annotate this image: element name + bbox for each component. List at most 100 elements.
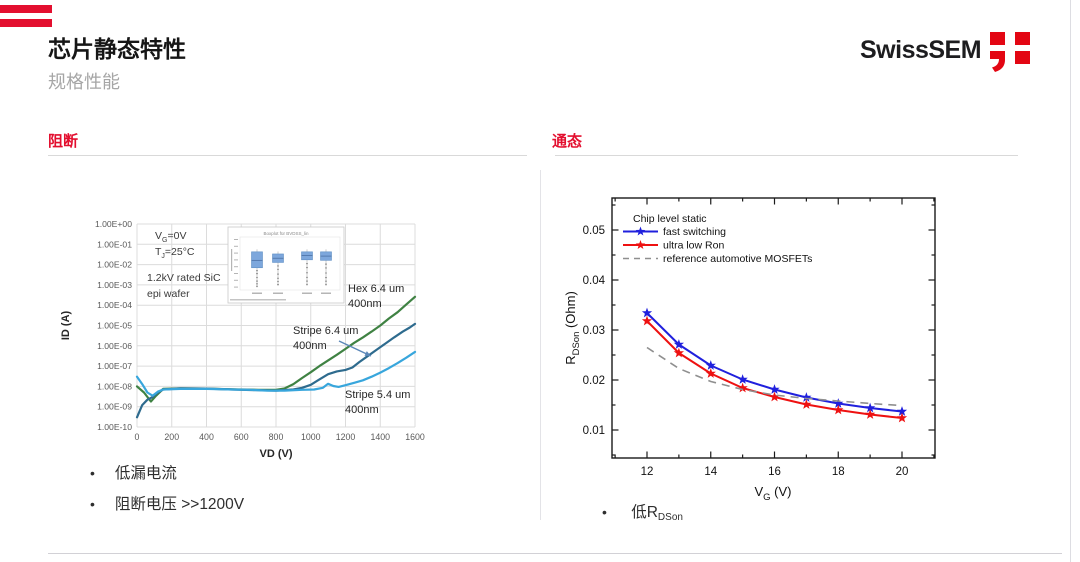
y-tick-label: 0.03 bbox=[583, 325, 605, 337]
star-marker bbox=[673, 347, 684, 358]
inset-outlier bbox=[256, 272, 258, 275]
inset-caption-mark bbox=[230, 299, 286, 301]
star-marker bbox=[801, 399, 812, 409]
column-divider bbox=[540, 170, 541, 520]
y-tick-label: 1.00E+00 bbox=[95, 219, 132, 229]
inset-ytick-mark bbox=[234, 239, 238, 240]
condition-note: VG=0V bbox=[155, 230, 186, 244]
inset-outlier bbox=[325, 267, 327, 269]
inset-outlier bbox=[256, 269, 258, 272]
inset-xtick-label-mark bbox=[273, 292, 283, 294]
wafer-note: 1.2kV rated SiC bbox=[147, 272, 221, 284]
legend-title: Chip level static bbox=[633, 213, 707, 225]
star-marker bbox=[641, 315, 653, 326]
bullet-blocking-voltage: 阻断电压 >>1200V bbox=[90, 492, 244, 514]
inset-outlier bbox=[256, 276, 258, 279]
x-tick-label: 1400 bbox=[370, 432, 390, 442]
inset-outlier bbox=[325, 263, 327, 265]
inset-outlier bbox=[306, 272, 308, 274]
y-axis-title: RDSon (Ohm) bbox=[563, 291, 582, 365]
inset-ytick-mark bbox=[234, 252, 238, 254]
y-tick-label: 1.00E-07 bbox=[97, 361, 132, 371]
y-tick-label: 0.01 bbox=[583, 425, 605, 437]
star-marker bbox=[769, 384, 780, 394]
x-tick-label: 1000 bbox=[301, 432, 321, 442]
x-tick-label: 20 bbox=[896, 466, 909, 478]
inset-outlier bbox=[277, 265, 279, 267]
bullet-text-subscript: DSon bbox=[657, 512, 683, 523]
y-tick-label: 1.00E-04 bbox=[97, 300, 132, 310]
star-marker bbox=[865, 409, 876, 419]
inset-xtick-label-mark bbox=[321, 292, 331, 294]
x-tick-label: 800 bbox=[269, 432, 284, 442]
series-label: Stripe 6.4 um bbox=[293, 325, 358, 337]
inset-outlier bbox=[325, 276, 327, 279]
inset-outlier bbox=[256, 285, 258, 288]
x-tick-label: 600 bbox=[234, 432, 249, 442]
star-marker bbox=[737, 374, 748, 384]
inset-ytick-mark bbox=[234, 259, 238, 261]
star-marker bbox=[769, 391, 780, 402]
bullet-text: 低漏电流 bbox=[114, 465, 177, 482]
rdson-chart: 12 14 16 18 20 0.01 0.02 0.03 0.04 0.05 VG (V) RDSo… bbox=[563, 197, 936, 503]
x-tick-label: 1600 bbox=[405, 432, 425, 442]
top-accent-bar-2 bbox=[0, 19, 52, 27]
inset-outlier bbox=[277, 280, 279, 283]
y-tick-label: 0.02 bbox=[583, 375, 605, 387]
inset-outlier bbox=[325, 272, 327, 274]
y-axis-title: ID (A) bbox=[60, 311, 72, 341]
y-tick-label: 1.00E-05 bbox=[97, 321, 132, 331]
bullet-low-leakage: 低漏电流 bbox=[90, 461, 244, 483]
top-accent-bar-1 bbox=[0, 5, 52, 13]
y-tick-label: 1.00E-06 bbox=[97, 341, 132, 351]
inset-outlier bbox=[306, 276, 308, 279]
bullet-text: 阻断电压 >>1200V bbox=[114, 496, 245, 513]
inset-outlier bbox=[256, 280, 258, 282]
inset-title: Boxplot für BVDSS_lin bbox=[263, 231, 309, 236]
blocking-bullets: 低漏电流 阻断电压 >>1200V bbox=[90, 461, 244, 523]
star-marker bbox=[737, 382, 748, 393]
right-edge-divider bbox=[1070, 0, 1071, 562]
x-axis-title: VD (V) bbox=[260, 448, 293, 460]
inset-xtick-label-mark bbox=[252, 292, 262, 294]
inset-outlier bbox=[306, 280, 308, 282]
star-marker bbox=[833, 398, 844, 408]
bullet-text-base: 低R bbox=[631, 504, 658, 521]
series-label: 400nm bbox=[293, 340, 327, 352]
legend-star-marker bbox=[635, 226, 646, 236]
star-marker bbox=[641, 307, 653, 318]
y-tick-label: 1.00E-08 bbox=[97, 381, 132, 391]
inset-ytick-mark bbox=[234, 245, 238, 247]
y-tick-label: 1.00E-09 bbox=[97, 402, 132, 412]
y-tick-label: 1.00E-03 bbox=[97, 280, 132, 290]
y-tick-label: 0.04 bbox=[583, 275, 606, 287]
legend-label: reference automotive MOSFETs bbox=[663, 253, 812, 265]
y-tick-label: 1.00E-01 bbox=[97, 239, 132, 249]
plot-frame bbox=[611, 197, 936, 459]
heading-rule-left bbox=[48, 155, 527, 156]
section-heading-onstate: 通态 bbox=[552, 133, 583, 150]
inset-box bbox=[251, 251, 263, 269]
legend-star-marker bbox=[635, 240, 646, 249]
inset-outlier bbox=[306, 262, 308, 265]
star-marker bbox=[896, 412, 908, 423]
section-heading-blocking: 阻断 bbox=[48, 133, 79, 150]
series-label: Hex 6.4 um bbox=[348, 283, 404, 295]
bottom-divider bbox=[48, 553, 1062, 554]
inset-xtick-label-mark bbox=[302, 292, 312, 294]
boxplot-inset: Boxplot für BVDSS_lin bbox=[227, 226, 345, 304]
series-label: 400nm bbox=[345, 404, 379, 416]
x-tick-label: 400 bbox=[199, 432, 214, 442]
inset-outlier bbox=[325, 280, 327, 282]
star-marker bbox=[801, 392, 812, 402]
inset-outlier bbox=[306, 266, 308, 269]
y-tick-label: 1.00E-10 bbox=[97, 422, 132, 432]
series-curve-2 bbox=[135, 350, 417, 397]
logo-mark-icon bbox=[990, 32, 1030, 72]
inset-outlier bbox=[306, 283, 308, 286]
inset-ytick-mark bbox=[234, 286, 238, 288]
logo-text: SwissSEM bbox=[860, 36, 982, 64]
inset-outlier bbox=[277, 268, 279, 271]
